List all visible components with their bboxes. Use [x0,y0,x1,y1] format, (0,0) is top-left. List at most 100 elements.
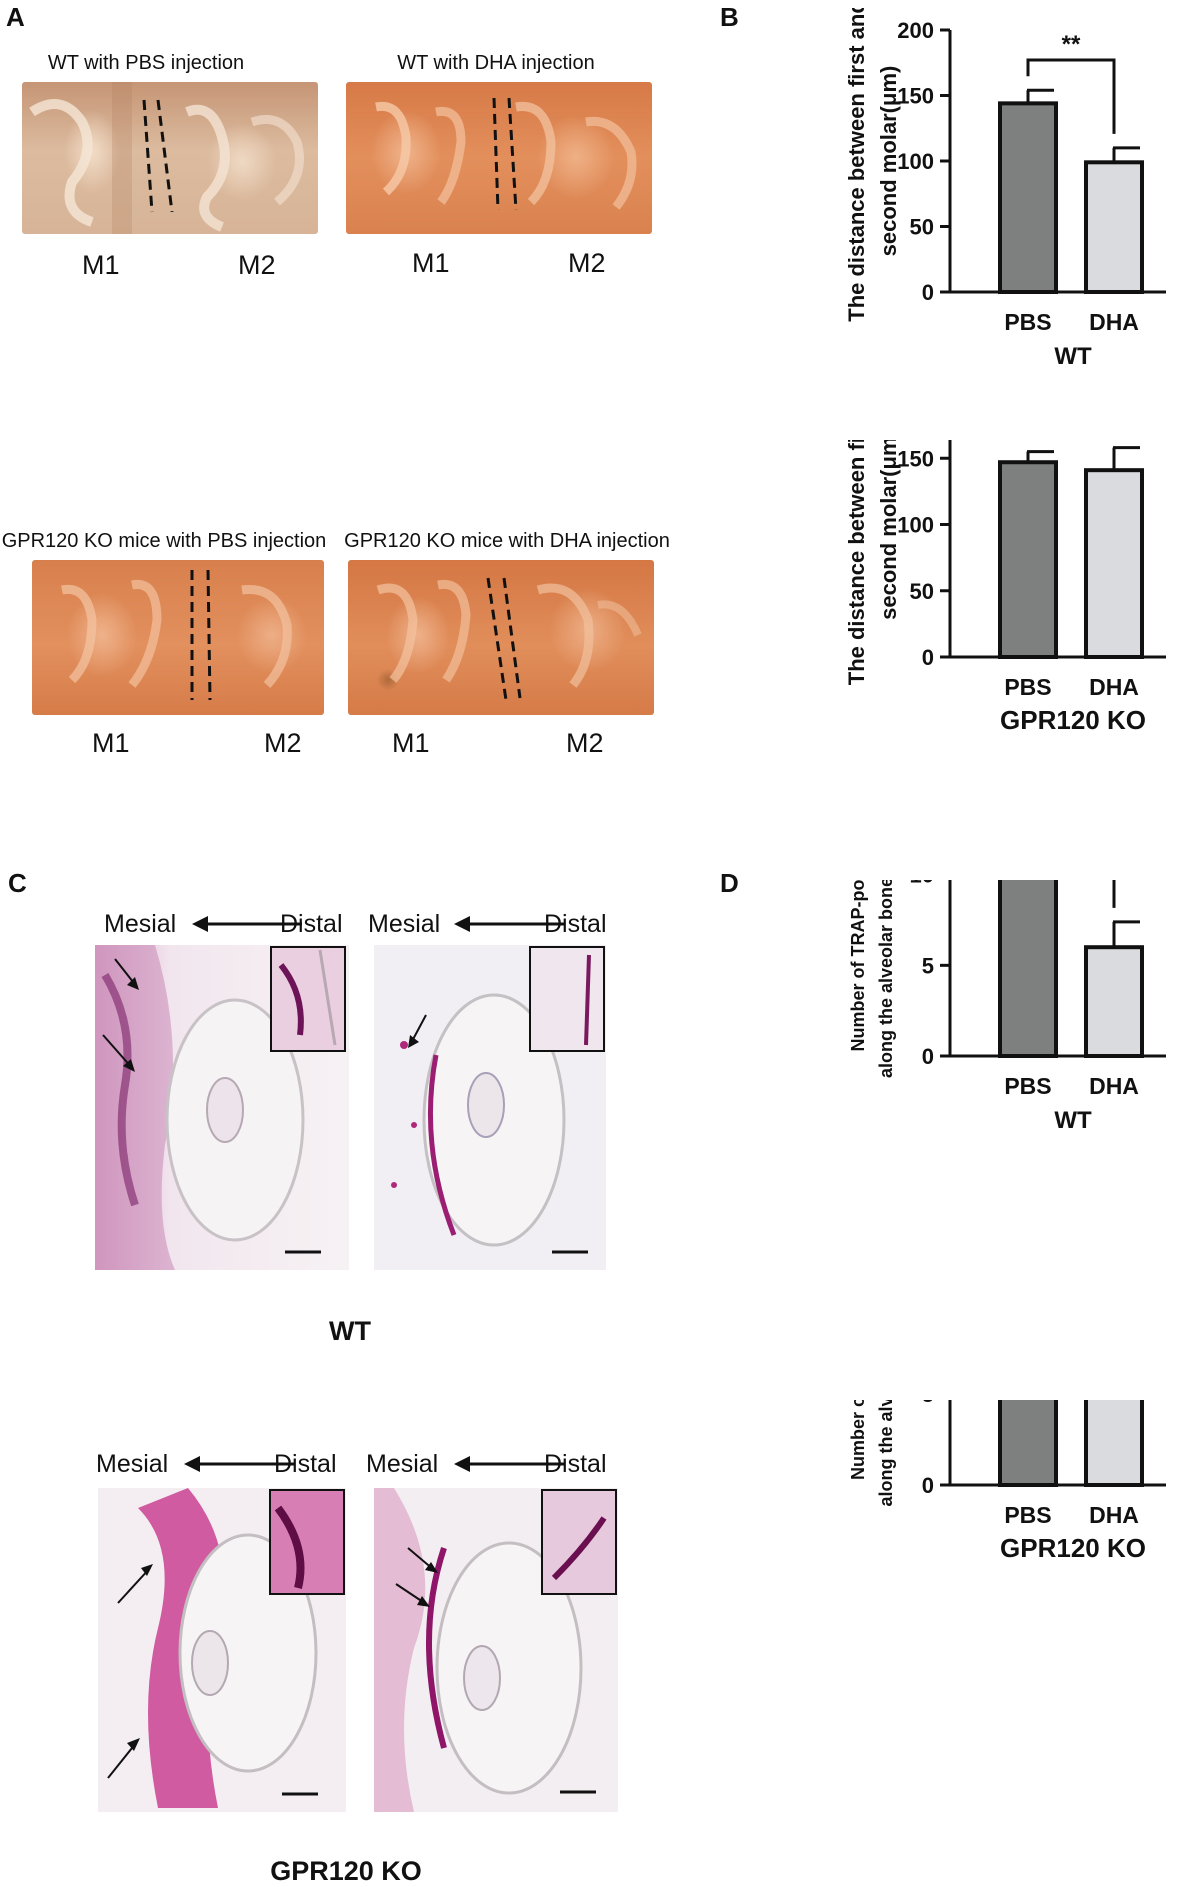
histology-wt-pbs [95,945,349,1270]
y-axis-label: Number of TRAP-positive cells along the a… [848,1400,896,1507]
photo-caption-ko-dha: GPR120 KO mice with DHA injection [344,530,670,552]
molar-cusps [376,579,642,688]
x-tick-label: DHA [1089,309,1139,335]
panel-d-letter: D [720,868,739,898]
y-tick-label: 200 [897,18,934,43]
panel-b-letter: B [720,2,739,32]
m2-label: M2 [264,728,302,758]
x-tick-label: PBS [1004,1073,1051,1099]
bar-pbs [998,460,1058,659]
photo-caption-wt-pbs: WT with PBS injection [47,52,245,74]
m1-label: M1 [412,248,450,278]
bar-dha [1084,468,1144,659]
wt-label: WT [329,1316,371,1346]
x-axis-label: WT [1054,1107,1092,1134]
y-axis-label-line: second molar(μm) [876,440,901,620]
molar-photo-wt-pbs [22,82,318,234]
dashed-gap-lines [492,97,518,211]
mesial-label: Mesial [96,1450,169,1478]
y-axis-label-line: second molar(μm) [876,66,901,257]
histology-ko-dha [374,1488,618,1812]
x-tick-label: PBS [1004,1502,1051,1528]
x-tick-label: DHA [1089,1073,1139,1099]
y-axis-label: Number of TRAP-positive cells along the a… [848,880,896,1078]
chart-d-ko: 051015PBSDHAGPR120 KONumber of TRAP-posi… [848,1400,1166,1563]
ko-label: GPR120 KO [270,1856,422,1886]
direction-arrow-icon [454,1456,564,1472]
chart-b-wt: 0 50 100 150 200 PBS DHA WT The distance between… [844,8,1166,370]
m1-label: M1 [392,728,430,758]
y-axis-label-line: along the alveolar bone (cell/section) [876,1400,896,1507]
significance-label: ** [1062,31,1081,58]
m2-label: M2 [568,248,606,278]
bar-dha [1084,160,1144,294]
y-tick-label: 150 [897,84,934,109]
y-tick-label: 100 [897,149,934,174]
distal-label: Distal [544,1450,607,1478]
y-axis-label: The distance between first and second mol… [844,8,901,322]
histology-drawing [95,945,346,1270]
m1-label: M1 [82,250,120,280]
y-axis-label: The distance between first and second mol… [844,440,901,685]
y-tick-label: 0 [922,645,934,670]
y-tick-label: 50 [910,579,934,604]
direction-arrow-icon [192,916,302,932]
molar-cusps [375,101,637,210]
dashed-gap-lines [142,99,174,213]
molar-photo-wt-dha [346,82,652,234]
y-tick-label: 100 [897,513,934,538]
distal-label: Distal [280,910,343,938]
x-axis-label: GPR120 KO [1000,1533,1146,1563]
histology-wt-dha [374,945,606,1270]
photo-caption-ko-pbs: GPR120 KO mice with PBS injection [1,530,327,552]
dashed-gap-lines [486,577,522,701]
y-tick-label: 0 [922,1473,934,1498]
x-axis-label: WT [1054,343,1092,370]
x-tick-label: DHA [1089,1502,1139,1528]
y-tick-label: 10 [910,880,934,888]
histology-drawing [374,1488,617,1812]
chart-d-wt: 051015PBSDHAWTNumber of TRAP-positive ce… [848,880,1166,1134]
m2-label: M2 [238,250,276,280]
mesial-label: Mesial [366,1450,439,1478]
y-tick-label: 0 [922,1044,934,1069]
photo-caption-wt-dha: WT with DHA injection [397,52,595,74]
distal-label: Distal [274,1450,337,1478]
y-tick-label: 5 [922,953,934,978]
y-axis-label-line: The distance between first and [844,8,869,322]
panel-c-letter: C [8,868,27,898]
x-tick-label: PBS [1004,674,1051,700]
bar-pbs [998,880,1058,1058]
dashed-gap-lines [190,569,212,701]
m2-label: M2 [566,728,604,758]
x-tick-label: PBS [1004,309,1051,335]
mesial-label: Mesial [104,910,177,938]
distal-label: Distal [544,910,607,938]
panel-a-letter: A [6,2,25,32]
bar-dha [1084,1400,1144,1488]
molar-photo-ko-dha [348,560,654,715]
y-axis-label-line: Number of TRAP-positive cells [848,1400,868,1480]
m1-label: M1 [92,728,130,758]
y-tick-label: 50 [910,215,934,240]
y-axis-label-line: The distance between first and [844,440,869,685]
histology-drawing [391,946,605,1254]
y-tick-label: 0 [922,280,934,305]
molar-photo-ko-pbs [32,560,324,715]
molar-cusps [29,82,304,234]
molar-cusps [61,579,292,689]
y-tick-label: 5 [922,1400,934,1407]
histology-drawing [107,1488,345,1808]
x-axis-label: GPR120 KO [1000,705,1146,735]
bar-dha [1084,945,1144,1058]
direction-arrow-icon [454,916,564,932]
bar-pbs [998,101,1058,294]
direction-arrow-icon [184,1456,294,1472]
mesial-label: Mesial [368,910,441,938]
y-axis-label-line: along the alveolar bone (cell/section) [876,880,896,1078]
y-axis-label-line: Number of TRAP-positive cells [848,880,868,1052]
bar-pbs [998,1400,1058,1488]
x-tick-label: DHA [1089,674,1139,700]
significance-bracket [1026,58,1116,134]
